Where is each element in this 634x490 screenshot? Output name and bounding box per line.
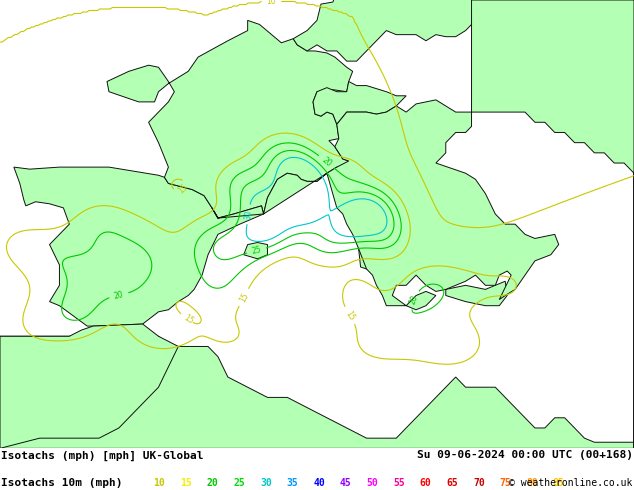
Polygon shape bbox=[0, 324, 178, 448]
Text: Su 09-06-2024 00:00 UTC (00+168): Su 09-06-2024 00:00 UTC (00+168) bbox=[417, 450, 633, 461]
Polygon shape bbox=[0, 336, 634, 448]
Text: 30: 30 bbox=[260, 478, 272, 488]
Polygon shape bbox=[243, 243, 268, 259]
Polygon shape bbox=[212, 100, 559, 310]
Text: 45: 45 bbox=[340, 478, 352, 488]
Text: 70: 70 bbox=[473, 478, 485, 488]
Text: 15: 15 bbox=[344, 309, 356, 322]
Text: 60: 60 bbox=[420, 478, 432, 488]
Text: 10: 10 bbox=[153, 478, 165, 488]
Polygon shape bbox=[293, 0, 491, 61]
Text: 50: 50 bbox=[366, 478, 378, 488]
Text: 85: 85 bbox=[553, 478, 565, 488]
Text: 20: 20 bbox=[408, 294, 420, 306]
Text: 25: 25 bbox=[233, 478, 245, 488]
Polygon shape bbox=[366, 183, 388, 218]
Text: © weatheronline.co.uk: © weatheronline.co.uk bbox=[509, 478, 633, 488]
Polygon shape bbox=[446, 281, 507, 306]
Text: 55: 55 bbox=[393, 478, 405, 488]
Text: 15: 15 bbox=[238, 291, 250, 304]
Text: Isotachs (mph) [mph] UK-Global: Isotachs (mph) [mph] UK-Global bbox=[1, 450, 204, 461]
Polygon shape bbox=[107, 21, 353, 218]
Text: 10: 10 bbox=[267, 0, 276, 6]
Text: 15: 15 bbox=[182, 314, 195, 326]
Text: 90: 90 bbox=[579, 478, 592, 488]
Text: 75: 75 bbox=[500, 478, 512, 488]
Text: 20: 20 bbox=[113, 290, 124, 300]
Text: 20: 20 bbox=[320, 155, 333, 169]
Text: 20: 20 bbox=[207, 478, 219, 488]
Polygon shape bbox=[313, 81, 406, 124]
Text: 25: 25 bbox=[251, 245, 262, 256]
Text: Isotachs 10m (mph): Isotachs 10m (mph) bbox=[1, 478, 123, 488]
Polygon shape bbox=[14, 167, 264, 326]
Polygon shape bbox=[472, 0, 634, 448]
Text: 65: 65 bbox=[446, 478, 458, 488]
Polygon shape bbox=[359, 220, 392, 269]
Text: 15: 15 bbox=[180, 478, 192, 488]
Text: 40: 40 bbox=[313, 478, 325, 488]
Text: 80: 80 bbox=[526, 478, 538, 488]
Text: 30: 30 bbox=[243, 209, 254, 220]
Text: 35: 35 bbox=[287, 478, 299, 488]
Text: 15: 15 bbox=[176, 182, 190, 196]
